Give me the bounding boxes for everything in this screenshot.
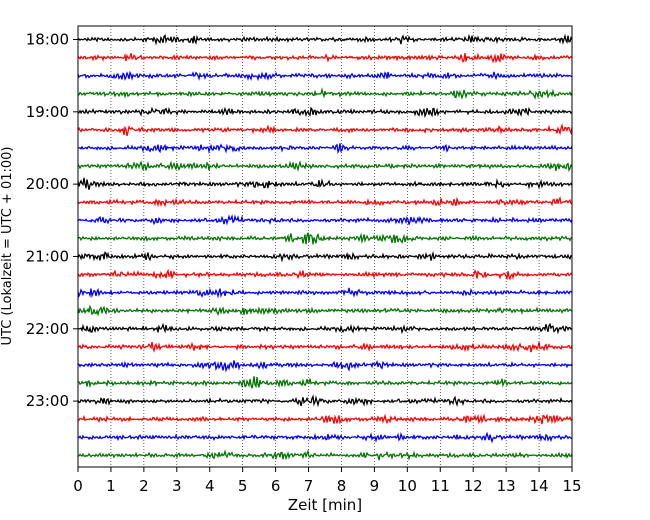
x-tick-label-9: 9 <box>370 477 380 495</box>
y-tick-label-2: 20:00 <box>26 175 69 193</box>
trace-18 <box>77 360 573 373</box>
trace-6 <box>77 143 573 155</box>
x-tick-label-5: 5 <box>238 477 248 495</box>
trace-5 <box>77 122 573 137</box>
y-tick-label-5: 23:00 <box>26 392 69 410</box>
x-axis-ticks: 0 1 2 3 4 5 6 7 8 9 10 11 12 13 14 15 <box>73 467 582 495</box>
trace-22 <box>77 431 573 444</box>
x-tick-label-12: 12 <box>464 477 483 495</box>
y-tick-label-4: 22:00 <box>26 320 69 338</box>
trace-10 <box>77 214 573 226</box>
x-tick-label-11: 11 <box>431 477 450 495</box>
trace-7 <box>77 160 573 173</box>
trace-17 <box>77 341 573 353</box>
x-tick-label-2: 2 <box>139 477 149 495</box>
plot-frame <box>77 25 573 468</box>
y-tick-label-1: 19:00 <box>26 103 69 121</box>
trace-13 <box>77 268 573 281</box>
trace-4 <box>77 106 573 119</box>
trace-1 <box>77 52 573 64</box>
trace-9 <box>77 195 573 208</box>
x-tick-label-15: 15 <box>562 477 581 495</box>
x-tick-label-3: 3 <box>172 477 182 495</box>
trace-11 <box>77 232 573 245</box>
x-tick-label-7: 7 <box>304 477 314 495</box>
trace-19 <box>77 376 573 389</box>
x-tick-label-13: 13 <box>497 477 516 495</box>
y-tick-label-0: 18:00 <box>26 31 69 49</box>
x-tick-label-6: 6 <box>271 477 281 495</box>
y-axis-ticks: 18:00 19:00 20:00 21:00 22:00 23:00 <box>26 31 78 410</box>
trace-8 <box>77 177 573 190</box>
trace-0 <box>77 33 573 46</box>
x-tick-label-10: 10 <box>398 477 417 495</box>
x-tick-label-8: 8 <box>337 477 347 495</box>
trace-14 <box>77 287 573 299</box>
trace-23 <box>77 449 573 461</box>
x-tick-label-4: 4 <box>205 477 215 495</box>
trace-15 <box>77 304 573 317</box>
trace-12 <box>77 250 573 263</box>
y-tick-label-3: 21:00 <box>26 247 69 265</box>
x-axis-label: Zeit [min] <box>288 496 362 514</box>
seismic-traces <box>77 33 573 461</box>
trace-2 <box>77 70 573 82</box>
x-tick-label-1: 1 <box>106 477 116 495</box>
x-tick-label-0: 0 <box>73 477 83 495</box>
plot-background <box>78 26 572 467</box>
trace-3 <box>77 87 573 100</box>
y-axis-label: UTC (Lokalzeit = UTC + 01:00) <box>0 147 15 346</box>
x-tick-label-14: 14 <box>530 477 549 495</box>
trace-21 <box>77 413 573 425</box>
trace-16 <box>77 322 573 335</box>
trace-20 <box>77 394 573 408</box>
